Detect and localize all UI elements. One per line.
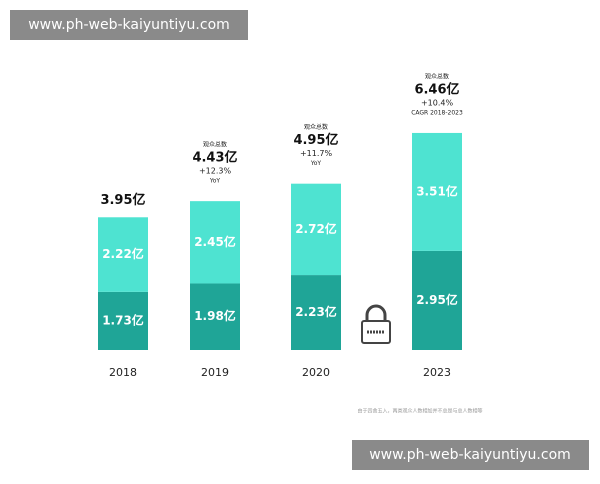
- bar-segment: [412, 250, 462, 350]
- value-label: 2.95亿: [416, 292, 458, 307]
- x-tick-label: 2019: [201, 366, 229, 379]
- bar-segment: [412, 132, 462, 251]
- x-tick-label: 2023: [423, 366, 451, 379]
- total-label: 6.46亿: [414, 81, 459, 97]
- growth-label: +10.4%: [421, 98, 454, 107]
- growth-note: YoY: [209, 178, 221, 185]
- value-label: 1.98亿: [194, 308, 236, 323]
- growth-note: YoY: [310, 160, 322, 167]
- total-label: 4.43亿: [192, 150, 237, 166]
- x-tick-label: 2018: [109, 366, 137, 379]
- bar-segment: [291, 183, 341, 276]
- bar-segment: [190, 201, 240, 284]
- total-header: 观众总数: [425, 72, 449, 80]
- growth-note: CAGR 2018-2023: [411, 109, 463, 116]
- total-label: 4.95亿: [293, 132, 338, 148]
- value-label: 2.45亿: [194, 234, 236, 249]
- footnote: 由于四舍五入，两类观众人数相加并不总是与总人数相等: [357, 408, 482, 415]
- watermark-box: [10, 10, 248, 40]
- bar-segment: [98, 217, 148, 292]
- bar-segment: [190, 283, 240, 350]
- growth-label: +11.7%: [300, 149, 333, 158]
- x-tick-label: 2020: [302, 366, 330, 379]
- watermark: www.ph-web-kaiyuntiyu.com: [28, 17, 230, 33]
- value-label: 2.72亿: [295, 221, 337, 236]
- value-label: 3.51亿: [416, 183, 458, 198]
- total-header: 观众总数: [304, 123, 328, 131]
- total-label: 3.95亿: [100, 192, 145, 208]
- value-label: 1.73亿: [102, 312, 144, 327]
- watermark-box: [352, 440, 589, 470]
- total-header: 观众总数: [203, 141, 227, 149]
- bar-segment: [291, 275, 341, 350]
- value-label: 2.22亿: [102, 246, 144, 261]
- value-label: 2.23亿: [295, 304, 337, 319]
- bar-segment: [98, 291, 148, 350]
- growth-label: +12.3%: [199, 167, 232, 176]
- watermark: www.ph-web-kaiyuntiyu.com: [369, 447, 571, 463]
- lock-icon: [361, 304, 391, 344]
